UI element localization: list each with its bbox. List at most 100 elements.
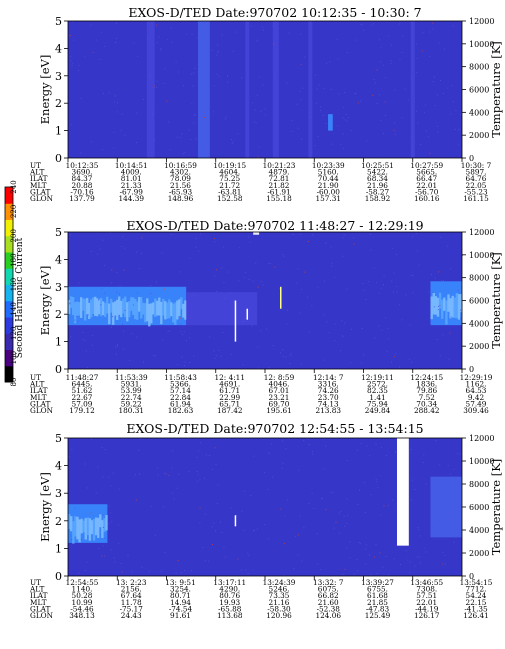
table-cell: 1836. (416, 380, 437, 389)
spectrogram-speckle (329, 60, 331, 62)
spectrogram-speckle (297, 534, 299, 536)
spectrogram-speckle (298, 469, 300, 471)
spectrogram-speckle (283, 255, 285, 257)
spectrogram-speckle (157, 474, 159, 476)
spectrogram-core (99, 514, 102, 528)
spectrogram-speckle (160, 570, 162, 572)
table-cell: 5422. (367, 168, 388, 177)
spectrogram-speckle (113, 131, 115, 133)
spectrogram-speckle (409, 324, 411, 326)
spectrogram-speckle (438, 42, 440, 44)
spectrogram-speckle (411, 78, 413, 80)
spectrogram-speckle (365, 563, 367, 565)
spectrogram-speckle (289, 354, 291, 356)
spectrogram-speckle (342, 117, 344, 119)
spectrogram-speckle (221, 532, 223, 534)
spectrogram-core (122, 298, 125, 314)
spectrogram-core (126, 302, 129, 322)
spectrogram-speckle (257, 286, 259, 288)
table-cell: 82.35 (367, 386, 388, 395)
spectrogram-core (166, 302, 169, 319)
spectrogram-speckle (115, 37, 117, 39)
spectrogram-speckle (141, 252, 143, 254)
spectrogram-speckle (296, 103, 298, 105)
spectrogram-speckle (70, 60, 72, 62)
spectrogram-speckle (199, 233, 201, 235)
table-cell: 5366. (170, 380, 191, 389)
spectrogram-speckle (72, 21, 74, 23)
spectrogram-speckle (359, 543, 361, 545)
table-cell: 11.78 (121, 598, 142, 607)
spectrogram-speckle (453, 506, 455, 508)
table-cell: 20.88 (72, 181, 93, 190)
spectrogram-speckle (101, 148, 103, 150)
spectrogram-speckle (175, 572, 177, 574)
spectrogram-speckle (337, 125, 339, 127)
spectrogram-speckle (256, 40, 258, 42)
spectrogram-core (84, 518, 87, 540)
spectrogram-speckle (78, 572, 80, 574)
spectrogram-speckle (334, 276, 336, 278)
spectrogram-speckle (202, 547, 204, 549)
colorbar-swatch (5, 284, 13, 302)
spectrogram-speckle (241, 77, 243, 79)
spectrogram-speckle (335, 521, 337, 523)
spectrogram-speckle (180, 331, 182, 333)
spectrogram-speckle (365, 298, 367, 300)
table-cell: 65.71 (219, 399, 240, 408)
colorbar-swatch (5, 268, 13, 285)
spectrogram-speckle (232, 50, 234, 52)
table-cell: 3254. (170, 585, 191, 594)
spectrogram-speckle (448, 358, 450, 360)
spectrogram-speckle (274, 266, 276, 268)
spectrogram-speckle (358, 541, 360, 543)
spectrogram-speckle (196, 471, 198, 473)
spectrogram-core (180, 297, 183, 310)
spectrogram-speckle (87, 314, 89, 316)
spectrogram-core (164, 301, 167, 320)
y-right-tick-label: 2000 (469, 549, 489, 558)
spectrogram-speckle (191, 103, 193, 105)
spectrogram-speckle (341, 335, 343, 337)
spectrogram-core (88, 302, 91, 320)
spectrogram-speckle (203, 136, 205, 138)
table-cell: 81.01 (121, 174, 142, 183)
panel-title: EXOS-D/TED Date:970702 10:12:35 - 10:30:… (128, 5, 421, 20)
spectrogram-speckle (313, 507, 315, 509)
spectrogram-speckle (330, 88, 332, 90)
spectrogram-speckle (138, 473, 140, 475)
spectrogram-speckle (116, 271, 118, 273)
table-cell: 120.96 (266, 611, 292, 620)
spectrogram-speckle (285, 448, 287, 450)
colorbar-tick-label: 220 (10, 205, 18, 218)
spectrogram-speckle (346, 459, 348, 461)
table-cell: 160.16 (414, 194, 440, 203)
spectrogram-speckle (405, 294, 407, 296)
spectrogram-speckle (317, 563, 319, 565)
spectrogram-speckle (290, 353, 292, 355)
table-cell: 21.60 (318, 598, 339, 607)
spectrogram-speckle (357, 102, 359, 104)
y-tick-label: 5 (55, 432, 62, 445)
table-cell: 75.25 (219, 174, 240, 183)
y-right-tick-label: 10000 (469, 457, 494, 466)
y-right-tick-label: 4000 (469, 526, 489, 535)
table-cell: 21.56 (170, 181, 191, 190)
spectrogram-speckle (460, 453, 462, 455)
spectrogram-speckle (215, 463, 217, 465)
spectrogram-speckle (214, 447, 216, 449)
spectrogram-core (104, 302, 107, 317)
table-cell: 22.01 (416, 598, 437, 607)
panel-3: EXOS-D/TED Date:970702 12:54:55 - 13:54:… (29, 421, 503, 620)
spectrogram-speckle (430, 323, 432, 325)
spectrogram-core (440, 299, 444, 319)
spectrogram-speckle (178, 473, 180, 475)
table-cell: -74.54 (169, 604, 193, 613)
spectrogram-speckle (394, 122, 396, 124)
spectrogram-core (100, 297, 103, 317)
spectrogram-speckle (379, 39, 381, 41)
spectrogram-core (70, 296, 73, 309)
spectrogram-speckle (101, 555, 103, 557)
spectrogram-speckle (286, 323, 288, 325)
spectrogram-speckle (412, 274, 414, 276)
